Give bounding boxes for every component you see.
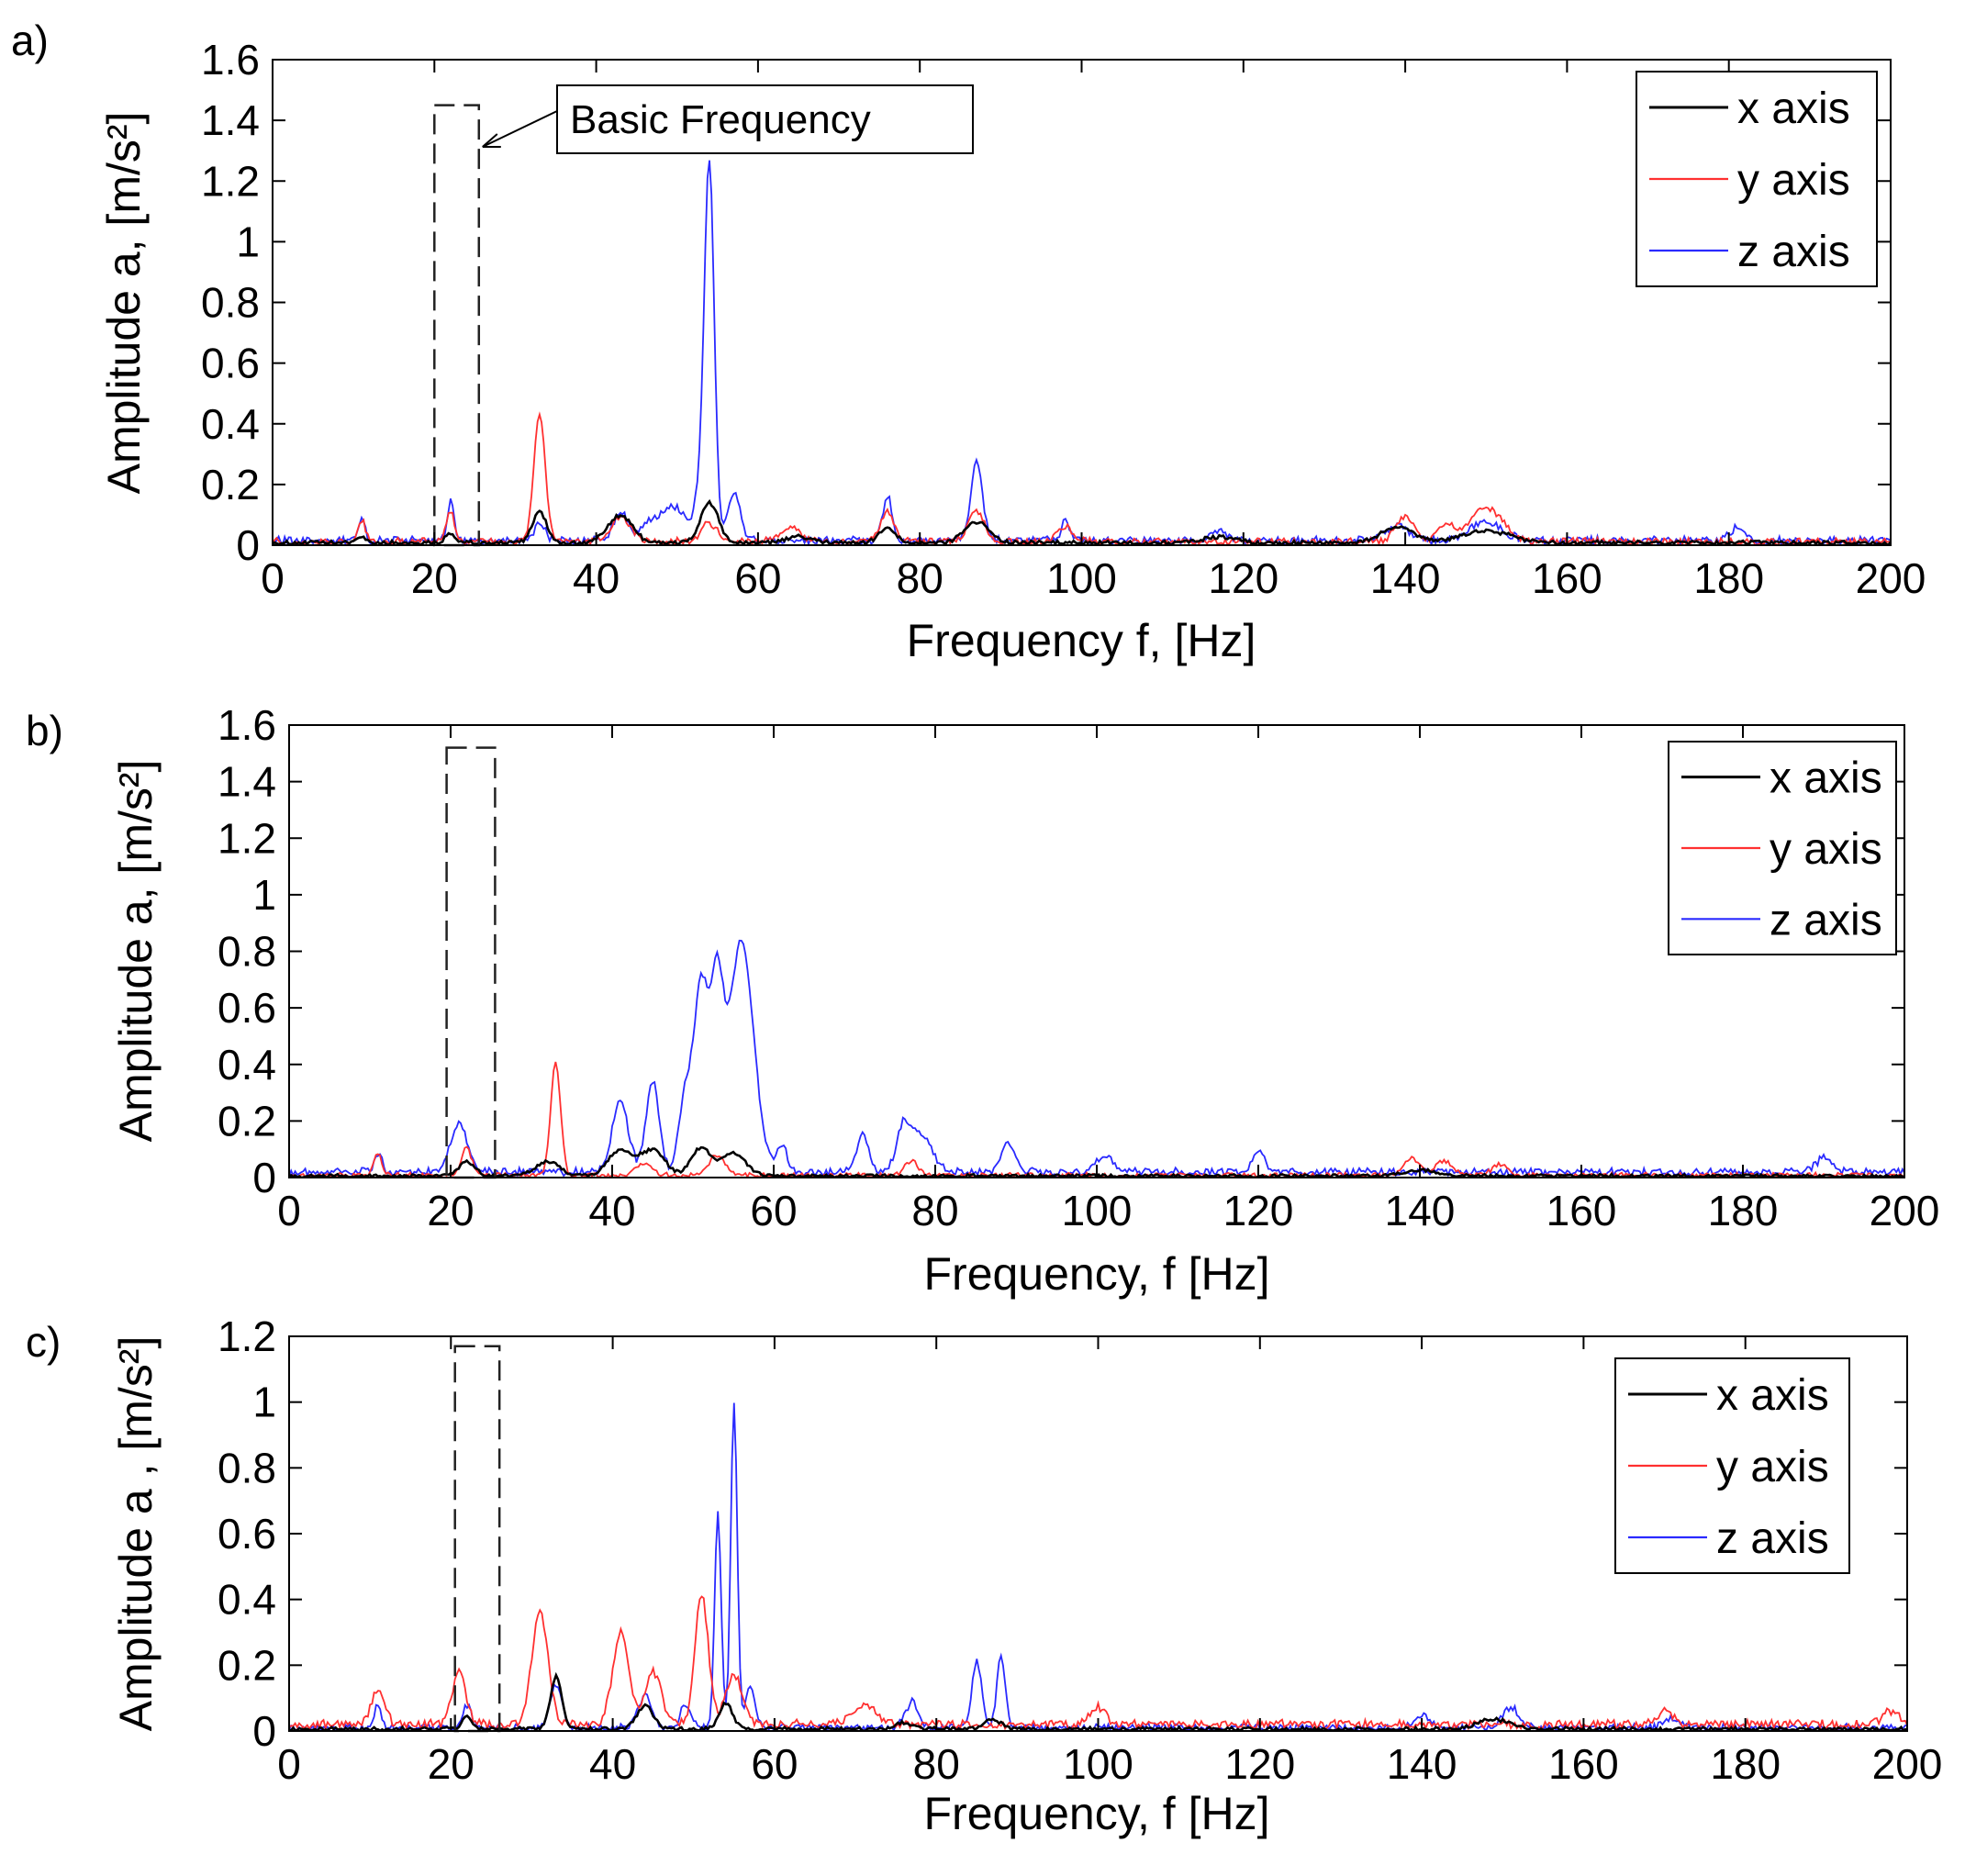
annotation-text: Basic Frequency (570, 97, 871, 142)
legend-entry-label: y axis (1737, 156, 1850, 205)
y-tick-label: 0.8 (218, 1444, 276, 1491)
chart-panel-b: b)0 20 40 60 80 100 120 140 160 180 20000.20.40.60… (26, 701, 1939, 1300)
legend-entry-label: z axis (1770, 896, 1882, 944)
x-tick-label: 0 (261, 554, 285, 602)
x-tick-label: 160 (1532, 554, 1602, 602)
x-tick-label: 0 (277, 1740, 301, 1788)
x-tick-label: 200 (1870, 1187, 1940, 1234)
panel-label: a) (11, 17, 49, 64)
y-tick-label: 1.4 (218, 758, 276, 806)
x-tick-label: 40 (588, 1187, 635, 1234)
legend-entry-label: x axis (1716, 1371, 1829, 1420)
x-tick-label: 60 (750, 1187, 797, 1234)
x-tick-label: 60 (751, 1740, 798, 1788)
y-tick-label: 1.2 (201, 157, 260, 205)
x-tick-label: 200 (1872, 1740, 1943, 1788)
x-axis-label: Frequency, f [Hz] (924, 1788, 1270, 1839)
x-tick-label: 140 (1370, 554, 1441, 602)
x-tick-label: 20 (427, 1187, 474, 1234)
x-tick-label: 120 (1208, 554, 1278, 602)
x-tick-label: 80 (913, 1740, 960, 1788)
y-tick-label: 1.2 (218, 1312, 276, 1360)
chart-panel-a: a)0 20 40 60 80 100 120 140 160 180 20000.20.40.60… (11, 17, 1926, 666)
x-tick-label: 100 (1062, 1187, 1133, 1234)
x-axis-label: Frequency, f [Hz] (924, 1248, 1270, 1300)
legend-entry-label: z axis (1716, 1514, 1829, 1563)
x-axis-label: Frequency f, [Hz] (907, 615, 1256, 666)
x-tick-label: 180 (1708, 1187, 1779, 1234)
y-tick-label: 1 (236, 218, 260, 265)
y-tick-label: 0.4 (218, 1041, 276, 1089)
y-tick-label: 1.6 (201, 36, 260, 84)
panel-label: b) (26, 707, 63, 754)
x-tick-label: 0 (277, 1187, 301, 1234)
annotation-arrowhead (482, 133, 501, 148)
legend-entry-label: z axis (1737, 228, 1850, 276)
y-tick-label: 0.6 (201, 340, 260, 387)
y-tick-label: 0.2 (218, 1097, 276, 1145)
x-tick-label: 140 (1387, 1740, 1457, 1788)
x-tick-label: 160 (1546, 1187, 1617, 1234)
y-tick-label: 0.6 (218, 984, 276, 1032)
y-tick-label: 1.6 (218, 701, 276, 749)
y-tick-label: 1.2 (218, 814, 276, 862)
x-tick-label: 200 (1856, 554, 1926, 602)
x-tick-label: 80 (897, 554, 943, 602)
x-tick-label: 100 (1063, 1740, 1133, 1788)
series-line-z-axis (289, 939, 1904, 1178)
x-tick-label: 100 (1046, 554, 1117, 602)
y-tick-label: 1 (252, 1379, 276, 1426)
y-tick-label: 0.6 (218, 1510, 276, 1558)
y-tick-label: 1.4 (201, 96, 260, 144)
x-tick-label: 20 (428, 1740, 475, 1788)
y-tick-label: 0 (252, 1707, 276, 1755)
legend-entry-label: y axis (1716, 1443, 1829, 1491)
x-tick-label: 160 (1548, 1740, 1619, 1788)
plot-frame (288, 724, 1905, 1178)
y-tick-label: 0.8 (201, 279, 260, 327)
chart-panel-c: c) 0 20 40 60 80 100 120 140 160 180 200 0 0.2 0.4 0.6 0… (26, 1312, 1942, 1839)
x-tick-label: 20 (411, 554, 458, 602)
y-tick-label: 0.4 (218, 1576, 276, 1624)
basic-frequency-box (433, 104, 481, 547)
x-tick-label: 40 (573, 554, 620, 602)
x-tick-label: 40 (589, 1740, 636, 1788)
basic-frequency-box (445, 746, 497, 1179)
annotation-box (556, 84, 974, 154)
y-axis-label: Amplitude a, [m/s²] (110, 760, 162, 1143)
series-line-y-axis (289, 1595, 1907, 1731)
x-tick-label: 80 (911, 1187, 958, 1234)
x-tick-label: 180 (1710, 1740, 1781, 1788)
series-line-y-axis (273, 411, 1891, 545)
x-tick-label: 140 (1385, 1187, 1456, 1234)
y-tick-label: 0 (236, 521, 260, 569)
x-tick-label: 120 (1224, 1740, 1295, 1788)
y-tick-label: 0 (252, 1154, 276, 1201)
y-tick-label: 1 (252, 871, 276, 919)
legend-entry-label: x axis (1770, 754, 1882, 803)
y-tick-label: 0.2 (218, 1641, 276, 1689)
legend-entry-label: x axis (1737, 84, 1850, 133)
y-tick-label: 0.2 (201, 461, 260, 508)
legend-entry-label: y axis (1770, 825, 1882, 874)
y-axis-label: Amplitude a, [m/s²] (98, 112, 150, 495)
x-tick-label: 180 (1693, 554, 1764, 602)
annotation-arrow (482, 110, 558, 148)
y-axis-label: Amplitude a , [m/s²] (110, 1336, 162, 1732)
panel-label: c) (26, 1318, 61, 1366)
x-tick-label: 60 (734, 554, 781, 602)
x-tick-label: 120 (1223, 1187, 1294, 1234)
y-tick-label: 0.4 (201, 400, 260, 448)
y-tick-label: 0.8 (218, 928, 276, 976)
